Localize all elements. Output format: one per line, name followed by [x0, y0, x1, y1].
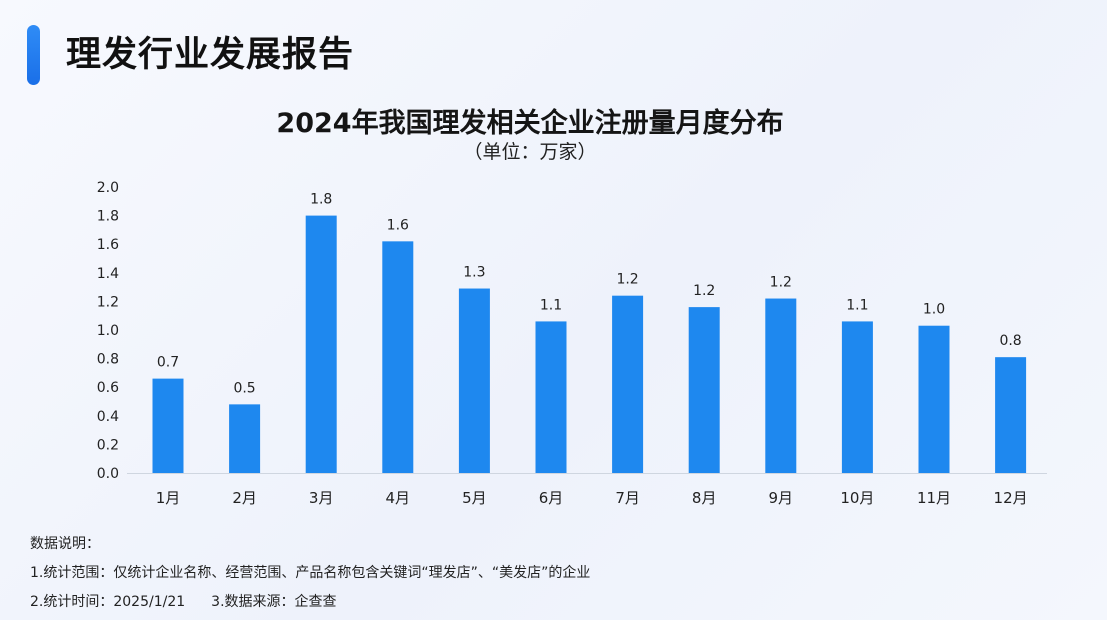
- y-tick-label: 1.2: [97, 294, 119, 310]
- y-tick-label: 0.4: [97, 409, 119, 425]
- x-tick-label: 9月: [769, 489, 794, 507]
- data-label: 0.7: [157, 355, 179, 371]
- y-tick-label: 0.6: [97, 380, 119, 396]
- x-tick-label: 2月: [232, 489, 257, 507]
- data-label: 1.8: [310, 192, 332, 208]
- bar: [841, 321, 873, 473]
- y-tick-label: 1.8: [97, 209, 119, 225]
- x-tick-label: 6月: [539, 489, 564, 507]
- data-label: 1.3: [463, 265, 485, 281]
- y-tick-label: 1.4: [97, 266, 119, 282]
- y-tick-label: 1.6: [97, 237, 119, 253]
- data-notes: 数据说明： 1.统计范围：仅统计企业名称、经营范围、产品名称包含关键词“理发店”…: [30, 530, 590, 617]
- title-accent-bar: [27, 25, 40, 85]
- bar: [765, 298, 797, 473]
- y-tick-label: 2.0: [97, 180, 119, 196]
- y-tick-label: 0.8: [97, 352, 119, 368]
- bar: [152, 378, 184, 473]
- x-tick-label: 5月: [462, 489, 487, 507]
- data-label: 0.8: [999, 333, 1021, 349]
- bar: [918, 325, 950, 473]
- x-tick-label: 12月: [994, 489, 1028, 507]
- data-label: 1.2: [693, 283, 715, 299]
- bar: [305, 215, 337, 473]
- data-label: 1.1: [846, 297, 868, 313]
- note-time-source: 2.统计时间：2025/1/21 3.数据来源：企查查: [30, 588, 590, 617]
- x-tick-label: 10月: [840, 489, 874, 507]
- x-tick-label: 1月: [156, 489, 181, 507]
- y-tick-label: 0.2: [97, 437, 119, 453]
- x-tick-label: 8月: [692, 489, 717, 507]
- bar: [688, 307, 720, 473]
- chart-subtitle: （单位：万家）: [463, 141, 597, 163]
- data-label: 1.0: [923, 302, 945, 318]
- x-tick-label: 7月: [615, 489, 640, 507]
- note-time: 2.统计时间：2025/1/21: [30, 594, 186, 610]
- y-tick-label: 1.0: [97, 323, 119, 339]
- y-tick-label: 0.0: [97, 466, 119, 482]
- data-label: 0.5: [233, 380, 255, 396]
- data-label: 1.2: [616, 272, 638, 288]
- x-tick-label: 11月: [917, 489, 951, 507]
- data-label: 1.6: [387, 217, 409, 233]
- bar: [535, 321, 567, 473]
- chart-title: 2024年我国理发相关企业注册量月度分布: [276, 108, 784, 139]
- page-title: 理发行业发展报告: [66, 35, 355, 75]
- note-source: 3.数据来源：企查查: [211, 594, 337, 610]
- x-tick-label: 4月: [386, 489, 411, 507]
- notes-heading: 数据说明：: [30, 536, 100, 552]
- bar: [229, 404, 261, 473]
- bar: [612, 295, 644, 473]
- bar: [458, 288, 490, 473]
- data-label: 1.2: [770, 275, 792, 291]
- bar: [382, 241, 414, 473]
- data-label: 1.1: [540, 297, 562, 313]
- bar: [995, 357, 1027, 473]
- x-tick-label: 3月: [309, 489, 334, 507]
- note-scope: 1.统计范围：仅统计企业名称、经营范围、产品名称包含关键词“理发店”、“美发店”…: [30, 565, 591, 581]
